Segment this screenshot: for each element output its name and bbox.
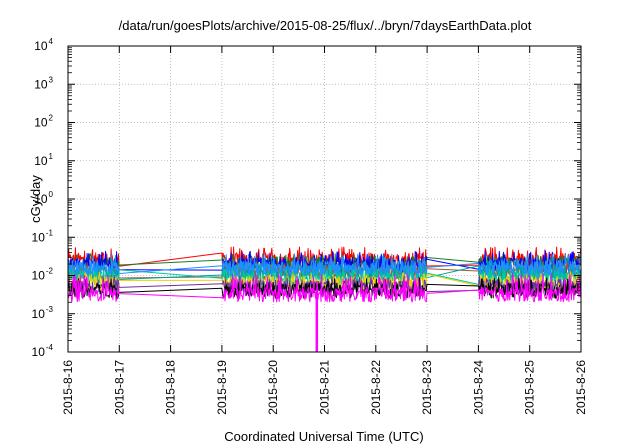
y-tick-label: 100 [34,190,53,206]
x-tick-label: 2015-8-22 [369,360,383,415]
x-tick-label: 2015-8-25 [523,360,537,415]
series-line [67,273,582,303]
x-tick-label: 2015-8-19 [215,360,229,415]
y-tick-label: 10-4 [32,343,54,359]
x-tick-label: 2015-8-16 [61,360,75,415]
x-tick-label: 2015-8-18 [164,360,178,415]
x-tick-label: 2015-8-23 [420,360,434,415]
x-tick-label: 2015-8-20 [266,360,280,415]
ticks [67,45,582,353]
x-tick-label: 2015-8-21 [318,360,332,415]
y-tick-label: 10-1 [32,228,54,244]
series-line [67,253,582,276]
y-tick-label: 103 [34,75,53,91]
y-tick-label: 102 [34,114,53,130]
x-tick-label: 2015-8-24 [471,360,485,415]
grid [68,46,581,352]
y-tick-label: 104 [34,37,53,53]
x-tick-label: 2015-8-17 [112,360,126,415]
x-tick-label: 2015-8-26 [574,360,588,415]
y-tick-labels: 10-4 10-3 10-2 10-1 100 101 102 103 104 [32,37,54,359]
y-axis-label: cGy/day [28,175,43,223]
y-tick-label: 10-2 [32,267,54,283]
y-tick-label: 101 [34,152,53,168]
chart-title: /data/run/goesPlots/archive/2015-08-25/f… [119,18,532,33]
x-axis-label: Coordinated Universal Time (UTC) [224,429,423,444]
y-tick-label: 10-3 [32,305,54,321]
data-layer [67,246,582,352]
x-tick-labels: 2015-8-16 2015-8-17 2015-8-18 2015-8-19 2015… [61,360,588,415]
